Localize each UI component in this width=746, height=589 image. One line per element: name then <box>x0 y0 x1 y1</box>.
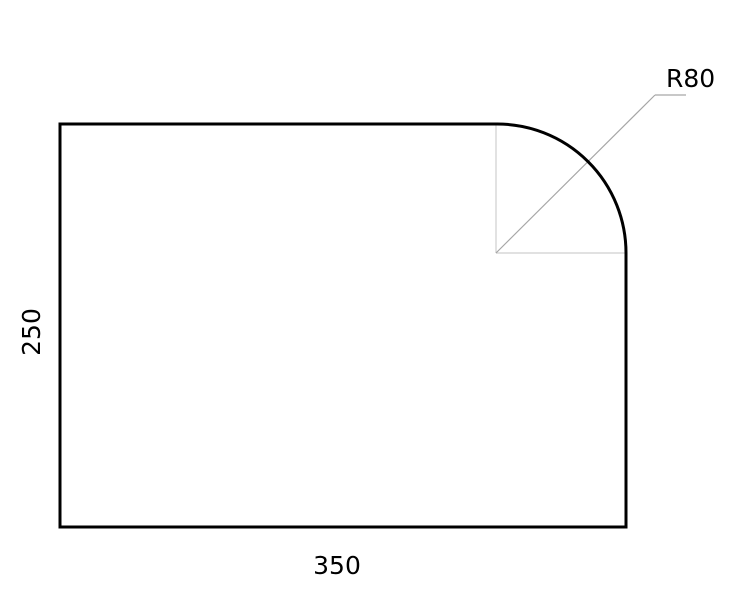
height-dimension-label: 250 <box>17 308 46 356</box>
part-outline <box>58 122 628 529</box>
radius-leader-diagonal <box>495 94 656 254</box>
radius-label: R80 <box>666 64 715 93</box>
width-dimension-label: 350 <box>313 551 361 580</box>
